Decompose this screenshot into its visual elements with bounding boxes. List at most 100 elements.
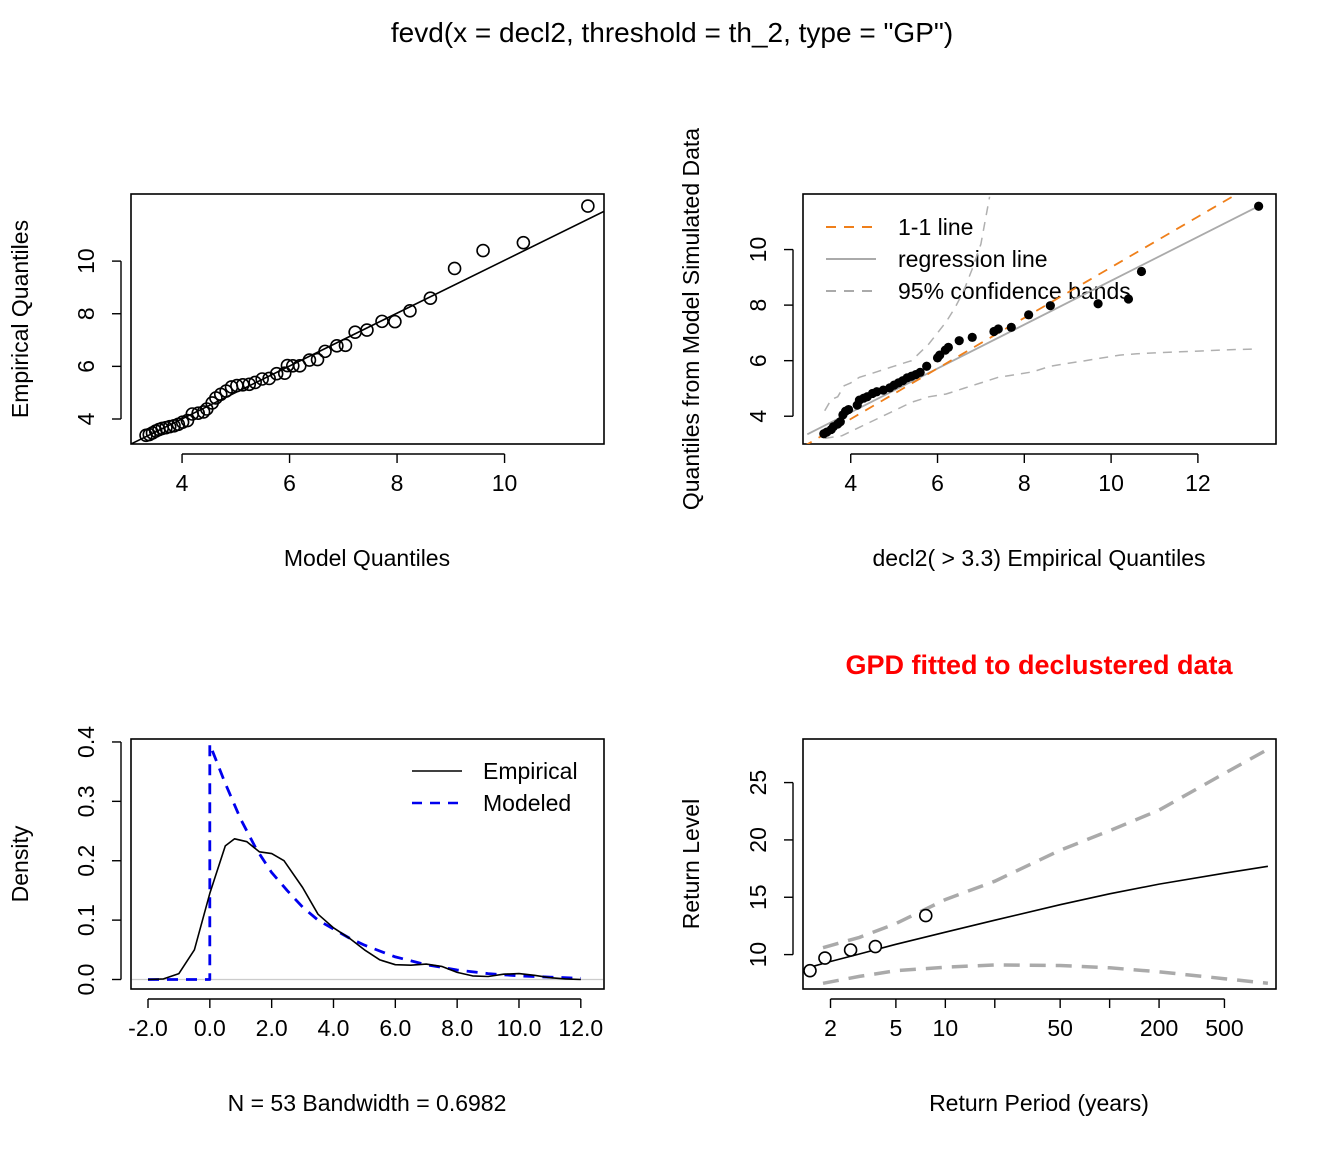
qq-sim-point [943,342,953,352]
return-level-x-tick-label: 500 [1205,1015,1243,1041]
qq-sim-x-tick-label: 10 [1098,470,1124,496]
qq-sim-point [843,404,854,415]
qq-sim-upper-band [824,196,991,412]
return-level-plot-frame [802,738,1277,990]
return-level-upper-ci [822,747,1269,950]
qq-sim-point [1136,266,1147,277]
return-level-x-tick-label: 10 [933,1015,959,1041]
return-level-point [868,939,883,954]
return-level-xlabel: Return Period (years) [929,1090,1149,1116]
qq-model-x-tick-label: 4 [176,470,189,496]
qq-model-point [191,406,205,421]
density-y-tick-label: 0.4 [73,726,99,758]
qq-model-point [262,371,276,386]
qq-sim-point [1045,301,1055,311]
return-level-point [843,943,858,957]
qq-model-x-tick-label: 8 [391,470,404,496]
qq-sim-point [1093,299,1103,309]
qq-sim-lower-band [824,348,1259,440]
return-level-y-tick-label: 15 [745,884,771,910]
density-x-tick-label: 6.0 [379,1015,411,1041]
density-y-tick-label: 0.1 [73,904,99,936]
density-x-tick-label: -2.0 [128,1015,168,1041]
qq-sim-y-tick-label: 4 [745,410,771,423]
density-y-tick-label: 0.0 [73,964,99,996]
qq-sim-legend: 1-1 line regression line 95% confidence … [826,214,1131,304]
density-ylabel: Density [7,825,33,902]
qq-sim-point [1024,310,1034,320]
qq-model-point [292,359,307,373]
density-panel: N = 53 Bandwidth = 0.6982 Density Empiri… [7,726,605,1116]
density-x-tick-label: 8.0 [441,1015,473,1041]
qq-sim-point [922,361,932,371]
density-x-tick-label: 12.0 [558,1015,603,1041]
legend-label-empirical: Empirical [483,758,578,784]
density-legend: Empirical Modeled [412,758,578,816]
qq-model-point [360,323,374,337]
return-level-x-tick-label: 5 [889,1015,902,1041]
density-x-tick-label: 4.0 [318,1015,350,1041]
qq-model-point [447,261,462,276]
density-plot-frame [130,738,605,990]
qq-sim-one-to-one-line [806,194,1238,444]
qq-sim-point [1254,201,1264,211]
qq-sim-x-tick-label: 8 [1018,470,1031,496]
qq-sim-x-tick-label: 6 [931,470,944,496]
qq-sim-xlabel: decl2( > 3.3) Empirical Quantiles [872,545,1205,571]
qq-model-y-tick-label: 4 [73,412,99,425]
return-level-panel: GPD fitted to declustered data Return Pe… [678,650,1277,1116]
qq-sim-x-tick-label: 12 [1185,470,1211,496]
density-y-tick-label: 0.3 [73,785,99,817]
qq-sim-y-tick-label: 8 [745,299,771,312]
return-level-x-tick-label: 200 [1140,1015,1178,1041]
qq-model-reference-line [131,210,604,444]
qq-model-point [242,377,257,392]
qq-sim-point [1123,294,1134,304]
density-x-tick-label: 0.0 [194,1015,226,1041]
return-level-y-tick-label: 10 [745,942,771,968]
qq-sim-point [967,332,977,342]
return-level-y-tick-label: 20 [745,827,771,853]
qq-model-point [269,366,284,381]
qq-model-point [330,339,344,353]
qq-model-y-tick-label: 10 [73,248,99,274]
qq-model-point [310,352,325,367]
qq-sim-point [835,417,845,427]
qq-sim-ylabel: Quantiles from Model Simulated Data [678,128,704,510]
qq-model-point [248,375,262,390]
qq-sim-y-tick-label: 10 [745,237,771,263]
return-level-title: GPD fitted to declustered data [845,650,1233,680]
qq-model-point [318,344,332,359]
return-level-x-tick-label: 50 [1047,1015,1073,1041]
qq-sim-point [915,367,925,377]
density-empirical-line [147,838,581,981]
figure-main-title: fevd(x = decl2, threshold = th_2, type =… [391,17,953,48]
legend-label-regression: regression line [898,246,1048,272]
return-level-point [818,951,832,965]
qq-model-point [255,372,269,386]
return-level-y-tick-label: 25 [745,770,771,796]
qq-model-point [338,338,353,353]
return-level-x-tick-label: 2 [824,1015,837,1041]
qq-model-y-tick-label: 6 [73,360,99,373]
return-level-point [918,908,933,923]
qq-model-point [516,235,531,250]
qq-model-point [277,366,292,381]
qq-model-point [581,199,595,213]
qq-model-point [285,359,300,373]
qq-sim-point [1006,322,1016,332]
qq-model-y-tick-label: 8 [73,307,99,320]
density-modeled-line [148,742,581,981]
qq-sim-y-tick-label: 6 [745,354,771,367]
density-y-tick-label: 0.2 [73,845,99,877]
qq-sim-point [993,324,1003,334]
legend-label-modeled: Modeled [483,790,571,816]
qq-model-point [476,243,490,258]
qq-simulated-panel: decl2( > 3.3) Empirical Quantiles Quanti… [678,128,1277,571]
qq-model-point [302,353,317,367]
qq-model-point [388,314,402,329]
qq-sim-point [954,336,964,346]
return-level-lower-ci [822,963,1269,986]
